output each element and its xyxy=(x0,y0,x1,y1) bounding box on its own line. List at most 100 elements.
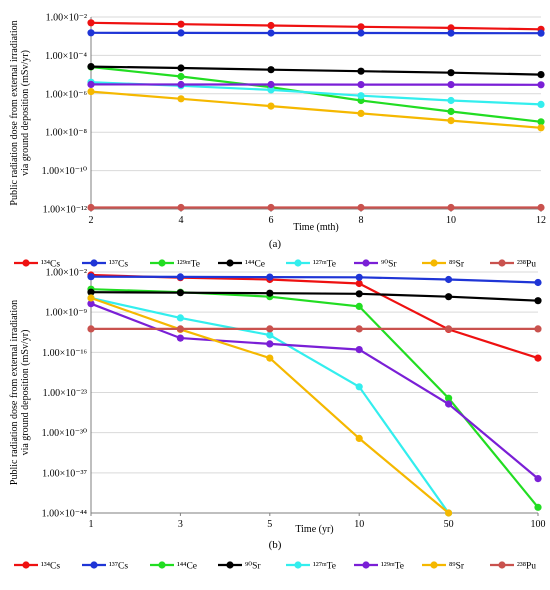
data-point xyxy=(267,66,275,74)
legend-label: ⁸⁹Sr xyxy=(449,562,465,572)
series-line xyxy=(90,21,542,31)
legend-label: ¹²⁹ᵐTe xyxy=(177,260,200,270)
x-tick-label: 4 xyxy=(179,215,184,226)
series-3 xyxy=(87,63,545,79)
legend-label: ⁹⁰Sr xyxy=(245,562,261,572)
data-point xyxy=(357,67,365,75)
legend-swatch-marker xyxy=(498,561,506,569)
data-point xyxy=(87,29,95,37)
data-point xyxy=(176,334,184,342)
data-point xyxy=(266,325,274,333)
legend-label: ¹³⁴Cs xyxy=(41,562,60,572)
data-point xyxy=(266,331,274,339)
series-6 xyxy=(87,88,545,132)
y-tick-label: 1.00×10⁻³⁷ xyxy=(42,468,87,479)
data-point xyxy=(357,81,365,89)
x-tick-label: 100 xyxy=(531,519,546,530)
y-tick-label: 1.00×10⁻¹⁶ xyxy=(42,348,87,359)
series-line xyxy=(90,90,542,129)
data-point xyxy=(176,325,184,333)
data-point xyxy=(537,118,545,126)
series-line xyxy=(90,275,539,284)
legend-label: ²³⁸Pu xyxy=(517,260,536,270)
y-axis-label-line: Public radiation dose from external irra… xyxy=(9,300,20,485)
series-line xyxy=(90,273,539,360)
data-point xyxy=(355,290,363,298)
y-tick-label: 1.00×10⁻⁶ xyxy=(45,89,87,100)
data-point xyxy=(355,279,363,288)
y-tick-label: 1.00×10⁻⁸ xyxy=(45,128,87,139)
legend-swatch-marker xyxy=(226,259,234,267)
data-point xyxy=(447,203,455,212)
data-point xyxy=(445,400,453,408)
legend-label: ⁸⁹Sr xyxy=(449,260,465,270)
series-1 xyxy=(87,29,545,37)
y-axis-label-line: Public radiation dose from external irra… xyxy=(9,20,20,205)
x-tick-label: 10 xyxy=(446,215,456,226)
legend-label: ⁹⁰Sr xyxy=(381,260,397,270)
y-axis-label-line: via ground deposition (mSv/yr) xyxy=(20,330,31,456)
data-point xyxy=(355,273,363,281)
y-tick-label: 1.00×10⁻¹² xyxy=(43,205,87,216)
data-point xyxy=(87,80,95,88)
y-tick-label: 1.00×10⁻² xyxy=(46,268,87,279)
data-point xyxy=(177,203,185,212)
series-line xyxy=(90,65,542,76)
data-point xyxy=(537,71,545,79)
data-point xyxy=(267,80,275,89)
data-point xyxy=(176,289,184,297)
series-line xyxy=(90,291,539,302)
x-tick-label: 50 xyxy=(444,519,454,530)
legend-swatch-marker xyxy=(22,259,30,267)
data-point xyxy=(87,63,95,71)
x-tick-label: 3 xyxy=(178,519,183,530)
data-point xyxy=(87,203,95,212)
series-7 xyxy=(87,325,542,333)
legend-swatch-marker xyxy=(294,259,302,267)
data-point xyxy=(445,394,453,402)
data-point xyxy=(534,278,542,287)
legend-swatch-marker xyxy=(430,561,438,569)
data-point xyxy=(176,273,184,281)
y-tick-label: 1.00×10⁻⁴ xyxy=(45,51,87,62)
legend-swatch-marker xyxy=(430,259,438,267)
chart-panel-a: 1.00×10⁻² 1.00×10⁻⁴ 1.00×10⁻⁶ 1.00×10⁻⁸ 1.00… xyxy=(9,13,546,270)
data-point xyxy=(534,503,542,511)
series-line xyxy=(90,302,539,480)
y-axis-label: Public radiation dose from external irra… xyxy=(9,20,31,205)
data-point xyxy=(177,29,185,37)
x-tick-label: 1 xyxy=(89,519,94,530)
x-tick-label: 10 xyxy=(354,519,364,530)
data-point xyxy=(267,102,275,110)
panel-label: (a) xyxy=(269,238,282,250)
y-axis-label: Public radiation dose from external irra… xyxy=(9,300,31,485)
data-point xyxy=(87,325,95,333)
data-point xyxy=(537,124,545,132)
y-tick-label: 1.00×10⁻²³ xyxy=(43,388,87,399)
legend-swatch-marker xyxy=(90,259,98,267)
chart-panel-b: 1.00×10⁻² 1.00×10⁻⁹ 1.00×10⁻¹⁶ 1.00×10⁻²³ 1.… xyxy=(9,268,546,572)
x-tick-label: 5 xyxy=(267,519,272,530)
data-point xyxy=(87,273,95,281)
legend-swatch-marker xyxy=(498,259,506,267)
series-5 xyxy=(87,300,542,483)
data-point xyxy=(267,203,275,212)
data-point xyxy=(176,314,184,322)
data-point xyxy=(357,23,365,31)
data-point xyxy=(447,96,455,105)
y-tick-label: 1.00×10⁻² xyxy=(46,13,87,24)
data-point xyxy=(355,434,363,442)
data-point xyxy=(355,383,363,391)
data-point xyxy=(537,100,545,108)
data-point xyxy=(177,20,185,28)
data-point xyxy=(537,29,545,37)
legend-swatch-marker xyxy=(158,561,166,569)
data-point xyxy=(534,354,542,362)
y-tick-label: 1.00×10⁻³⁰ xyxy=(42,428,87,439)
data-point xyxy=(177,80,185,89)
legend-swatch-marker xyxy=(22,561,30,569)
data-point xyxy=(447,69,455,77)
data-point xyxy=(267,86,275,94)
panel-label: (b) xyxy=(269,539,282,551)
